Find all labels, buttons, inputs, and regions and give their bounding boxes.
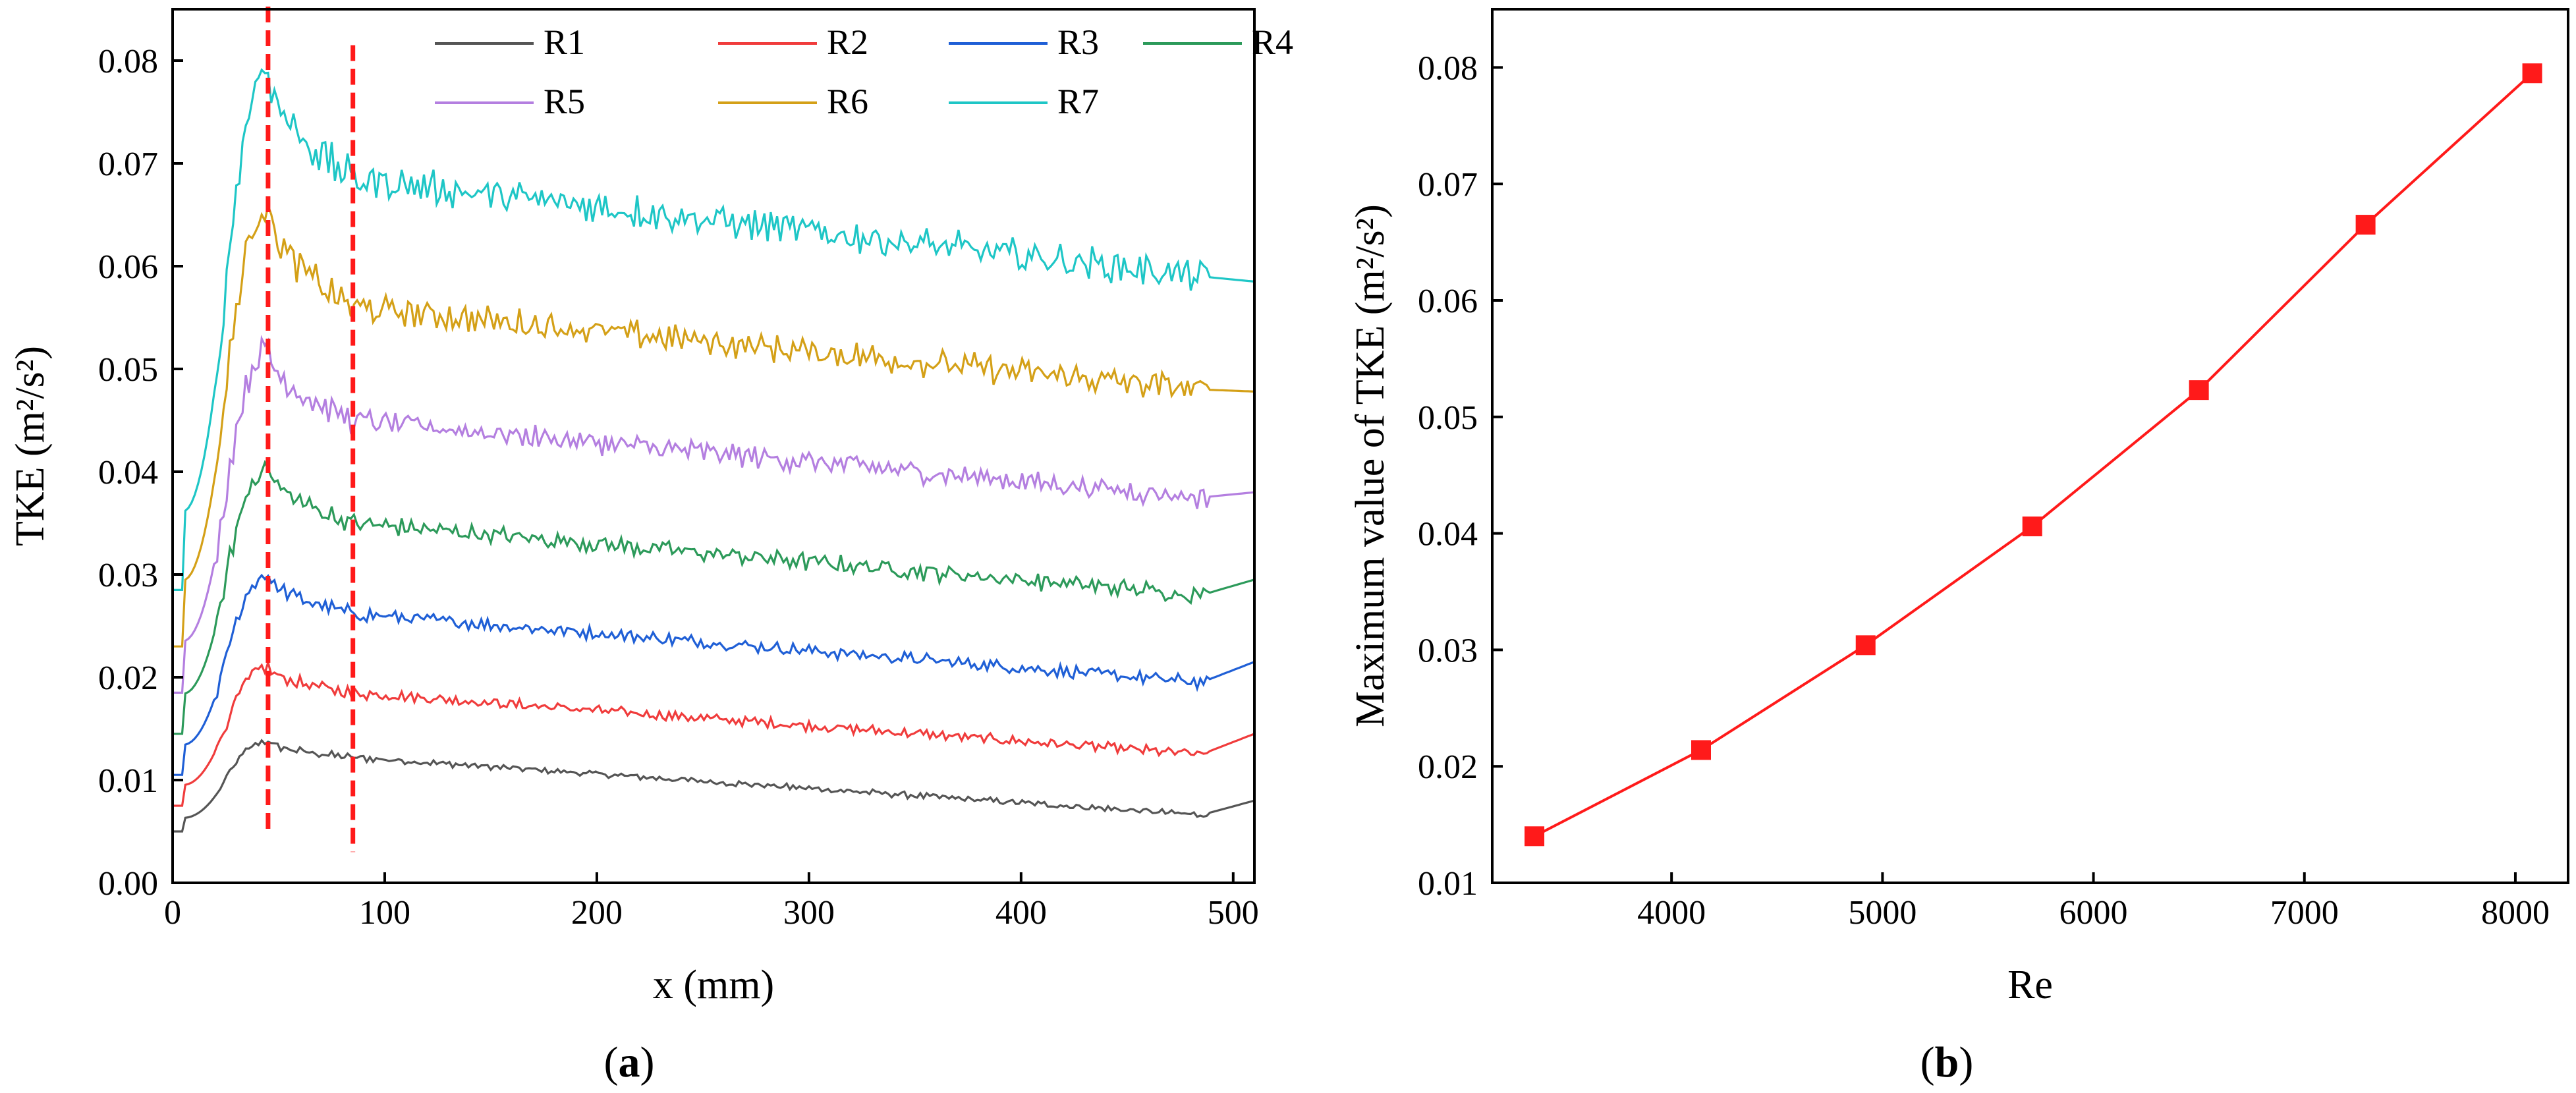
legend-label-r5: R5	[544, 82, 585, 121]
panel-b-y-tick-label: 0.07	[1418, 166, 1478, 204]
data-point-re-6500	[2189, 380, 2209, 401]
panel-b-x-tick-label: 6000	[2059, 894, 2128, 932]
panel-a-x-tick-label: 200	[571, 894, 623, 932]
series-line-r3	[173, 573, 1255, 776]
panel-a-y-tick-label: 0.06	[98, 248, 158, 286]
series-line-r2	[173, 658, 1255, 807]
legend-label-r1: R1	[544, 22, 585, 62]
panel-b-y-axis-title: Maximum value of TKE (m²/s²)	[1348, 204, 1393, 727]
series-line-r5	[173, 335, 1255, 694]
panel-a-y-tick-label: 0.02	[98, 659, 158, 697]
data-point-re-4920	[1855, 635, 1876, 656]
panel-a-x-tick-label: 300	[783, 894, 835, 932]
legend-label-r2: R2	[827, 22, 868, 62]
panel-a-ticks: 0 100 200 300 400 500 0.00 0.01 0.02 0.03 0.04 0.05…	[98, 43, 1259, 932]
panel-a-y-tick-label: 0.05	[98, 351, 158, 389]
panel-a-x-tick-label: 0	[164, 894, 181, 932]
data-point-re-3350	[1525, 826, 1545, 847]
panel-b-y-tick-label: 0.04	[1418, 516, 1478, 553]
panel-a-y-tick-label: 0.07	[98, 146, 158, 183]
data-point-re-7290	[2355, 215, 2376, 235]
series-line-r1	[173, 739, 1255, 833]
series-line-r7	[173, 68, 1255, 591]
panel-a-y-tick-label: 0.04	[98, 454, 158, 491]
legend-label-r4: R4	[1252, 22, 1293, 62]
panel-b-caption: (b)	[1920, 1038, 1974, 1086]
panel-b-x-tick-label: 8000	[2481, 894, 2550, 932]
panel-a-x-axis-title: x (mm)	[653, 963, 774, 1007]
panel-a-caption: (a)	[604, 1038, 655, 1086]
panel-a-legend: R1 R2 R3 R4 R5 R6 R7	[435, 22, 1293, 121]
legend-label-r3: R3	[1057, 22, 1099, 62]
panel-b-plot-frame	[1491, 8, 2569, 884]
panel-a-x-tick-label: 400	[995, 894, 1047, 932]
panel-a-reference-lines	[266, 7, 356, 853]
data-point-re-5710	[2022, 516, 2042, 536]
panel-b-ticks: 4000 5000 6000 7000 8000 0.01 0.02 0.03 0.04 0.05…	[1418, 49, 2550, 932]
panel-b-y-tick-label: 0.08	[1418, 49, 1478, 87]
data-point-re-4140	[1691, 740, 1711, 760]
panel-a-x-tick-label: 500	[1208, 894, 1259, 932]
panel-a-y-axis-title: TKE (m²/s²)	[8, 346, 53, 546]
panel-a-caption-letter: a	[619, 1038, 640, 1086]
series-line-r4	[173, 459, 1255, 735]
panel-b: 4000 5000 6000 7000 8000 0.01 0.02 0.03 0.04 0.05…	[1348, 8, 2569, 1086]
panel-b-y-tick-label: 0.02	[1418, 748, 1478, 786]
panel-b-x-tick-label: 5000	[1848, 894, 1917, 932]
panel-b-caption-letter: b	[1935, 1038, 1959, 1086]
panel-b-x-tick-label: 7000	[2270, 894, 2339, 932]
panel-a-y-tick-label: 0.08	[98, 43, 158, 80]
panel-b-y-tick-label: 0.01	[1418, 865, 1478, 903]
series-line-max-tke	[1534, 72, 2533, 838]
panel-a-y-tick-label: 0.03	[98, 557, 158, 594]
panel-b-y-tick-label: 0.03	[1418, 632, 1478, 669]
panel-b-x-axis-title: Re	[2007, 963, 2053, 1007]
legend-label-r6: R6	[827, 82, 868, 121]
panel-a-series-group	[173, 68, 1255, 833]
panel-a: 0 100 200 300 400 500 0.00 0.01 0.02 0.03 0.04 0.05…	[8, 7, 1293, 1086]
panel-b-y-tick-label: 0.05	[1418, 399, 1478, 437]
panel-a-y-tick-label: 0.01	[98, 762, 158, 800]
panel-a-plot-frame	[171, 8, 1256, 884]
data-point-re-8080	[2522, 63, 2542, 84]
panel-b-y-tick-label: 0.06	[1418, 283, 1478, 320]
panel-b-series-group	[1525, 63, 2542, 847]
panel-b-x-tick-label: 4000	[1637, 894, 1706, 932]
legend-label-r7: R7	[1057, 82, 1099, 121]
panel-a-x-tick-label: 100	[359, 894, 410, 932]
panel-a-y-tick-label: 0.00	[98, 865, 158, 903]
